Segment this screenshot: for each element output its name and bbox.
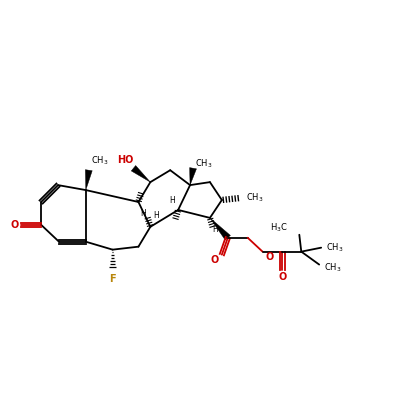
Text: H: H [170,196,175,205]
Text: H: H [140,209,146,218]
Text: CH$_3$: CH$_3$ [324,261,342,274]
Text: O: O [211,254,219,264]
Polygon shape [85,170,92,190]
Text: CH$_3$: CH$_3$ [91,154,108,166]
Polygon shape [131,166,150,182]
Text: O: O [10,220,18,230]
Text: CH$_3$: CH$_3$ [195,157,212,170]
Text: H: H [153,211,159,220]
Text: CH$_3$: CH$_3$ [246,192,263,204]
Text: O: O [278,272,286,282]
Text: CH$_3$: CH$_3$ [326,242,344,254]
Text: O: O [265,252,274,262]
Polygon shape [190,168,196,185]
Text: HO: HO [117,155,134,165]
Text: H$_3$C: H$_3$C [270,222,287,234]
Text: F: F [109,274,116,284]
Polygon shape [210,218,230,240]
Text: H: H [212,225,218,234]
